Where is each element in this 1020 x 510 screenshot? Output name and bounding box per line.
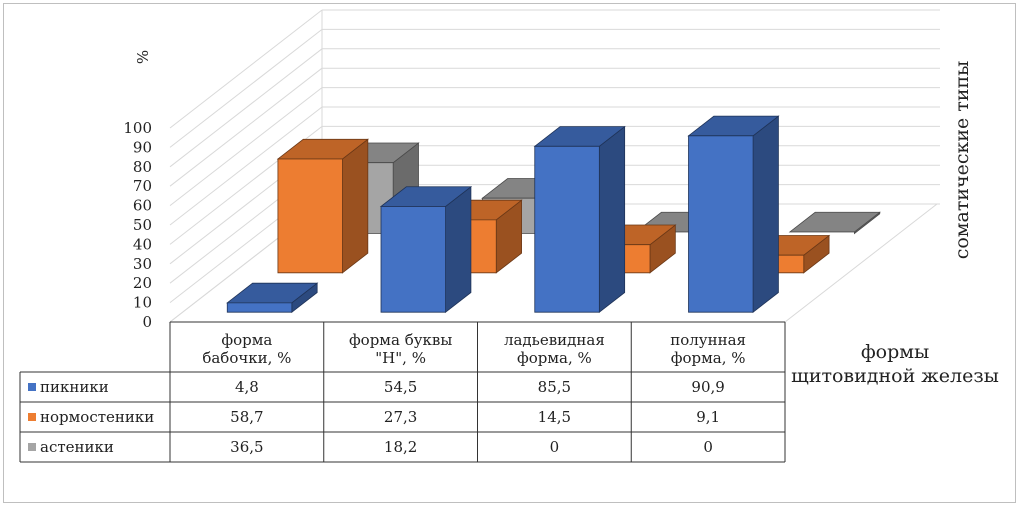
bar (226, 282, 319, 313)
y-tick-label: 0 (142, 313, 152, 331)
legend-label: нормостеники (40, 408, 154, 426)
y-tick-label: 100 (123, 119, 152, 137)
y-tick-label: 30 (133, 255, 152, 273)
legend-label: астеники (40, 438, 114, 456)
bar-front (534, 145, 600, 313)
gridline-side (169, 48, 323, 168)
depth-axis-label: соматические типы (951, 61, 973, 260)
y-tick-label: 50 (133, 216, 152, 234)
y-tick-label: 70 (133, 177, 152, 195)
bar-side (445, 185, 472, 313)
gridline-side (169, 29, 323, 148)
legend-swatch (28, 443, 36, 451)
data-cell: 18,2 (384, 438, 417, 456)
x-category-label: форма бабочки, % (202, 331, 291, 367)
data-cell: 36,5 (230, 438, 263, 456)
y-tick-label: 90 (133, 138, 152, 156)
data-cell: 90,9 (691, 378, 724, 396)
bar (788, 211, 881, 235)
x-category-label: форма буквы "Н", % (349, 331, 452, 367)
axis-labels: % соматические типы (134, 50, 973, 259)
bar (533, 125, 626, 313)
x-category-label: полунная форма, % (670, 331, 746, 367)
bar-side (752, 115, 779, 313)
chart-frame (3, 3, 1016, 503)
data-cell: 58,7 (230, 408, 263, 426)
y-tick-label: 20 (133, 274, 152, 292)
bar-front (688, 135, 754, 313)
data-cell: 14,5 (538, 408, 571, 426)
y-tick-label: 10 (133, 294, 152, 312)
bar-side (598, 125, 626, 313)
data-cell: 9,1 (696, 408, 720, 426)
bar-side (342, 138, 369, 274)
bar (276, 138, 369, 274)
data-cell: 4,8 (235, 378, 259, 396)
legend-swatch (28, 383, 36, 391)
chart-bars (226, 115, 881, 313)
y-tick-label: 80 (133, 158, 152, 176)
data-cell: 54,5 (384, 378, 417, 396)
x-axis-label: формы щитовидной железы (791, 341, 999, 387)
legend-swatch (28, 413, 36, 421)
gridline-side (169, 9, 323, 129)
data-cell: 85,5 (538, 378, 571, 396)
y-axis-label: % (134, 50, 152, 64)
data-cell: 0 (550, 438, 560, 456)
gridline-side (169, 87, 323, 206)
gridline-side (169, 67, 323, 187)
data-cell: 27,3 (384, 408, 417, 426)
bar-front (380, 206, 446, 313)
x-category-label: ладьевидная форма, % (504, 331, 605, 367)
bar-front (226, 302, 293, 313)
data-table: форма бабочки, % форма буквы "Н", % ладьевид… (19, 321, 999, 463)
bar-top (788, 211, 881, 233)
legend-label: пикники (40, 378, 109, 396)
bar (379, 185, 473, 313)
y-tick-label: 40 (133, 235, 152, 253)
bar-front (277, 158, 343, 274)
data-cell: 0 (703, 438, 713, 456)
bar (687, 115, 780, 313)
gridline-side (169, 106, 323, 226)
y-tick-label: 60 (133, 197, 152, 215)
